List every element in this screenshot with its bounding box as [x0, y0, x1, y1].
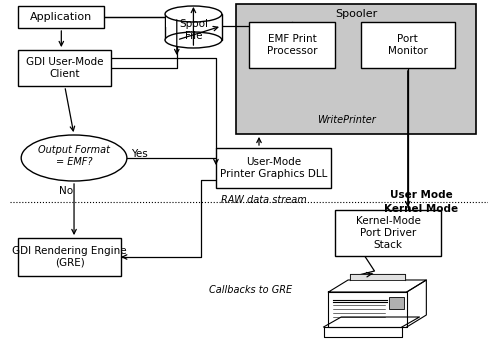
Bar	[216, 148, 331, 188]
Bar	[18, 6, 104, 28]
Text: Spool
File: Spool File	[179, 19, 208, 41]
Text: Application: Application	[30, 12, 92, 22]
Text: Spooler: Spooler	[335, 9, 377, 19]
Ellipse shape	[165, 32, 222, 48]
Text: No: No	[60, 186, 74, 196]
Text: Yes: Yes	[131, 149, 147, 159]
Text: GDI User-Mode
Client: GDI User-Mode Client	[26, 57, 103, 79]
Text: GDI Rendering Engine
(GRE): GDI Rendering Engine (GRE)	[12, 246, 127, 268]
Bar	[350, 274, 405, 280]
Bar	[335, 210, 441, 256]
Text: Port
Monitor: Port Monitor	[388, 34, 427, 56]
Ellipse shape	[21, 135, 127, 181]
Bar	[18, 50, 111, 86]
Text: User Mode: User Mode	[390, 190, 453, 200]
Text: User-Mode
Printer Graphics DLL: User-Mode Printer Graphics DLL	[220, 157, 327, 179]
Text: EMF Print
Processor: EMF Print Processor	[267, 34, 318, 56]
Text: Kernel-Mode
Port Driver
Stack: Kernel-Mode Port Driver Stack	[356, 216, 421, 250]
Text: WritePrinter: WritePrinter	[317, 115, 375, 125]
Text: Kernel Mode: Kernel Mode	[385, 204, 459, 214]
Text: RAW data stream: RAW data stream	[221, 195, 307, 205]
Ellipse shape	[165, 6, 222, 22]
Bar	[389, 297, 404, 309]
Bar	[18, 238, 121, 276]
Bar	[165, 14, 222, 40]
Bar	[361, 22, 455, 68]
Text: Callbacks to GRE: Callbacks to GRE	[209, 285, 292, 295]
Bar	[166, 14, 221, 27]
Text: Output Format
= EMF?: Output Format = EMF?	[38, 145, 110, 167]
Bar	[236, 4, 476, 134]
Bar	[249, 22, 335, 68]
